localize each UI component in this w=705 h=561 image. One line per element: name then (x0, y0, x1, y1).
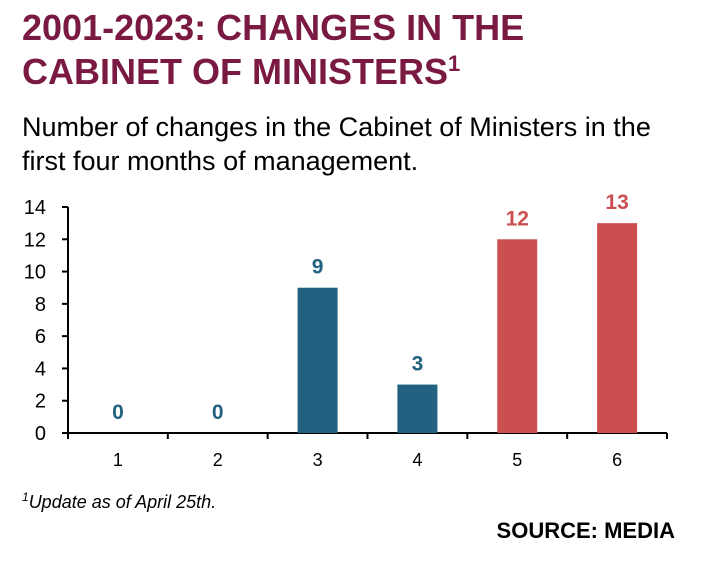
bar (397, 384, 438, 433)
x-tick-label: 2 (213, 450, 223, 470)
y-tick-label: 14 (24, 197, 46, 219)
x-tick-label: 6 (612, 450, 622, 470)
data-label: 0 (112, 401, 124, 424)
data-label: 12 (506, 207, 529, 230)
footnote-marker: 1 (22, 490, 29, 504)
data-label: 0 (212, 401, 224, 424)
x-tick-label: 1 (113, 450, 123, 470)
bars (297, 223, 638, 433)
chart-title: 2001-2023: CHANGES IN THE CABINET OF MIN… (22, 6, 692, 94)
y-tick-label: 12 (24, 229, 46, 251)
data-labels: 0 0 9 3 12 13 (112, 191, 629, 424)
data-label: 13 (605, 191, 628, 214)
footnote-text: Update as of April 25th. (28, 492, 217, 512)
bar (597, 223, 638, 433)
x-axis: 1 2 3 4 5 6 (67, 432, 668, 470)
y-tick-label: 2 (35, 391, 46, 413)
source-label: SOURCE: MEDIA (496, 518, 675, 543)
x-tick-label: 5 (512, 450, 522, 470)
data-label: 9 (312, 256, 324, 279)
footnote: 1Update as of April 25th. (22, 490, 216, 513)
chart-subtitle: Number of changes in the Cabinet of Mini… (22, 112, 651, 176)
bar (297, 287, 338, 433)
y-tick-label: 6 (35, 326, 46, 348)
y-tick-label: 4 (35, 358, 46, 380)
chart-title-text: 2001-2023: CHANGES IN THE CABINET OF MIN… (22, 7, 525, 92)
title-footnote-marker: 1 (448, 51, 461, 76)
y-tick-label: 0 (35, 423, 46, 445)
y-tick-label: 10 (24, 262, 46, 284)
x-tick-label: 4 (412, 450, 422, 470)
bar (497, 239, 538, 433)
y-tick-label: 8 (35, 294, 46, 316)
x-tick-label: 3 (313, 450, 323, 470)
data-label: 3 (412, 353, 424, 376)
y-axis: 0 2 4 6 8 10 12 14 (24, 197, 69, 445)
